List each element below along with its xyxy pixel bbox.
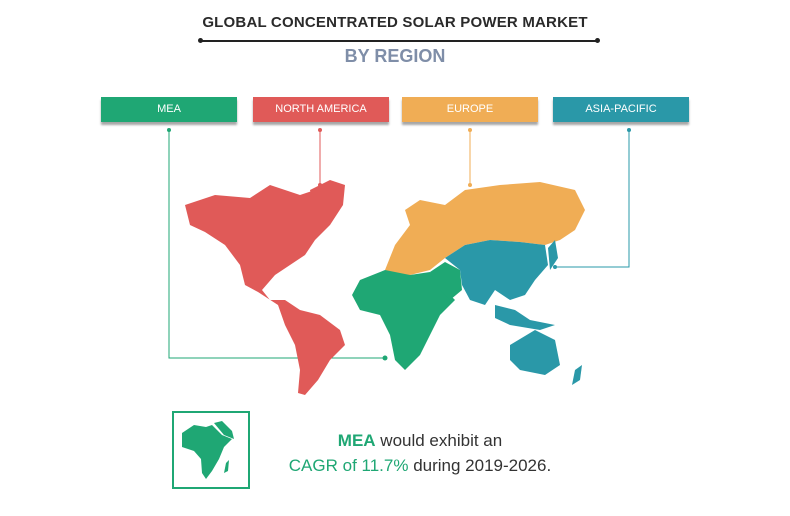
japan-shape bbox=[548, 240, 558, 270]
europe-shape bbox=[385, 182, 585, 278]
region-tag-mea: MEA bbox=[101, 97, 237, 122]
divider-dot bbox=[595, 38, 600, 43]
callout-cagr: CAGR of 11.7% bbox=[288, 456, 409, 475]
mea-shape bbox=[352, 270, 455, 370]
asia-pacific-shape bbox=[445, 240, 548, 305]
middle-east-shape bbox=[430, 262, 462, 300]
australia-shape bbox=[510, 330, 560, 375]
page-title: GLOBAL CONCENTRATED SOLAR POWER MARKET bbox=[202, 14, 588, 31]
region-tag-asia-pacific: ASIA-PACIFIC bbox=[553, 97, 689, 122]
africa-icon bbox=[182, 421, 234, 479]
page-subtitle: BY REGION bbox=[344, 46, 446, 66]
region-tag-north-america: NORTH AMERICA bbox=[253, 97, 389, 122]
southeast-asia-shape bbox=[495, 305, 555, 330]
mea-map-box bbox=[172, 411, 250, 489]
divider-dot bbox=[198, 38, 203, 43]
callout-region: MEA bbox=[337, 431, 376, 450]
callout-text-2: during 2019-2026. bbox=[408, 456, 552, 475]
region-tag-europe: EUROPE bbox=[402, 97, 538, 122]
asia-pacific-leader-line bbox=[555, 130, 630, 268]
callout-text-1: would exhibit an bbox=[375, 431, 503, 450]
new-zealand-shape bbox=[572, 365, 582, 385]
greenland-shape bbox=[310, 180, 345, 225]
title-divider bbox=[201, 40, 597, 42]
north-america-shape bbox=[185, 185, 345, 395]
mea-cagr-callout: MEA would exhibit an CAGR of 11.7% durin… bbox=[270, 428, 570, 478]
